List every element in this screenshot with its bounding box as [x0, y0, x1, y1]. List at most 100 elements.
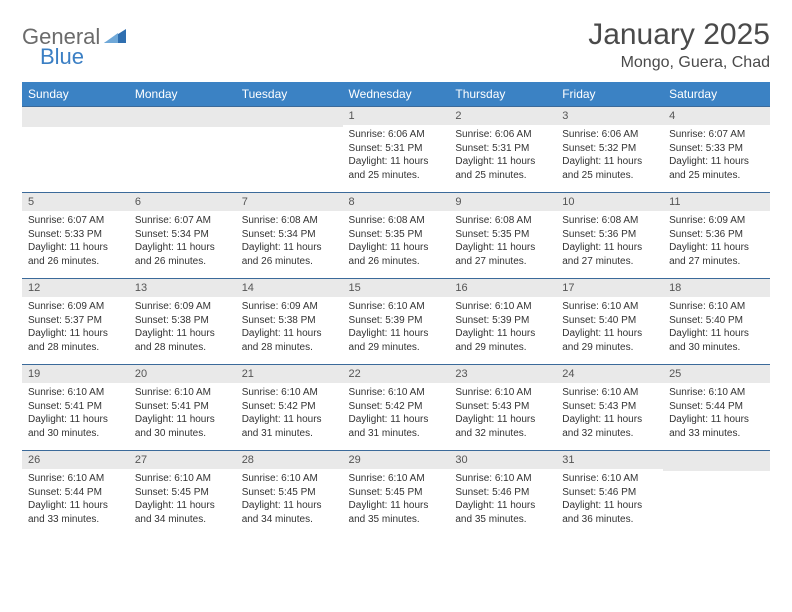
- daylight-text: Daylight: 11 hours: [349, 413, 444, 427]
- sunset-text: Sunset: 5:44 PM: [28, 486, 123, 500]
- day-content: Sunrise: 6:07 AMSunset: 5:34 PMDaylight:…: [129, 211, 236, 272]
- sunset-text: Sunset: 5:38 PM: [135, 314, 230, 328]
- calendar-day-cell: 6Sunrise: 6:07 AMSunset: 5:34 PMDaylight…: [129, 193, 236, 279]
- daylight-text: Daylight: 11 hours: [455, 155, 550, 169]
- sunset-text: Sunset: 5:34 PM: [242, 228, 337, 242]
- header: General January 2025 Mongo, Guera, Chad: [22, 18, 770, 72]
- daylight-text: and 28 minutes.: [28, 341, 123, 355]
- day-number: 9: [449, 193, 556, 211]
- sunset-text: Sunset: 5:37 PM: [28, 314, 123, 328]
- calendar-day-cell: 12Sunrise: 6:09 AMSunset: 5:37 PMDayligh…: [22, 279, 129, 365]
- sunrise-text: Sunrise: 6:07 AM: [135, 214, 230, 228]
- sunset-text: Sunset: 5:34 PM: [135, 228, 230, 242]
- sunrise-text: Sunrise: 6:09 AM: [242, 300, 337, 314]
- daylight-text: and 27 minutes.: [455, 255, 550, 269]
- sunset-text: Sunset: 5:35 PM: [349, 228, 444, 242]
- daylight-text: Daylight: 11 hours: [242, 413, 337, 427]
- calendar-day-cell: 3Sunrise: 6:06 AMSunset: 5:32 PMDaylight…: [556, 107, 663, 193]
- daylight-text: Daylight: 11 hours: [669, 413, 764, 427]
- day-content: Sunrise: 6:10 AMSunset: 5:43 PMDaylight:…: [449, 383, 556, 444]
- daylight-text: and 25 minutes.: [455, 169, 550, 183]
- day-content: Sunrise: 6:08 AMSunset: 5:35 PMDaylight:…: [343, 211, 450, 272]
- day-header: Wednesday: [343, 82, 450, 107]
- daylight-text: Daylight: 11 hours: [562, 413, 657, 427]
- sunset-text: Sunset: 5:45 PM: [242, 486, 337, 500]
- daylight-text: and 25 minutes.: [349, 169, 444, 183]
- daylight-text: and 35 minutes.: [455, 513, 550, 527]
- sunrise-text: Sunrise: 6:10 AM: [669, 300, 764, 314]
- sunset-text: Sunset: 5:46 PM: [455, 486, 550, 500]
- calendar-day-cell: 14Sunrise: 6:09 AMSunset: 5:38 PMDayligh…: [236, 279, 343, 365]
- day-number: 16: [449, 279, 556, 297]
- sunrise-text: Sunrise: 6:10 AM: [28, 386, 123, 400]
- calendar-day-cell: 17Sunrise: 6:10 AMSunset: 5:40 PMDayligh…: [556, 279, 663, 365]
- day-content: Sunrise: 6:10 AMSunset: 5:46 PMDaylight:…: [556, 469, 663, 530]
- day-content: Sunrise: 6:10 AMSunset: 5:44 PMDaylight:…: [663, 383, 770, 444]
- daylight-text: and 33 minutes.: [28, 513, 123, 527]
- daylight-text: Daylight: 11 hours: [562, 327, 657, 341]
- sunrise-text: Sunrise: 6:10 AM: [455, 386, 550, 400]
- daylight-text: Daylight: 11 hours: [562, 155, 657, 169]
- day-content: Sunrise: 6:08 AMSunset: 5:34 PMDaylight:…: [236, 211, 343, 272]
- day-number: 30: [449, 451, 556, 469]
- day-header: Tuesday: [236, 82, 343, 107]
- day-number-empty: [236, 107, 343, 127]
- sunset-text: Sunset: 5:41 PM: [135, 400, 230, 414]
- day-header: Sunday: [22, 82, 129, 107]
- sunrise-text: Sunrise: 6:08 AM: [455, 214, 550, 228]
- day-number: 18: [663, 279, 770, 297]
- brand-text-2: Blue: [40, 44, 84, 69]
- day-content: Sunrise: 6:09 AMSunset: 5:38 PMDaylight:…: [129, 297, 236, 358]
- calendar-day-cell: 25Sunrise: 6:10 AMSunset: 5:44 PMDayligh…: [663, 365, 770, 451]
- sunset-text: Sunset: 5:39 PM: [455, 314, 550, 328]
- sunset-text: Sunset: 5:35 PM: [455, 228, 550, 242]
- sunset-text: Sunset: 5:43 PM: [562, 400, 657, 414]
- title-block: January 2025 Mongo, Guera, Chad: [588, 18, 770, 72]
- calendar-day-cell: 24Sunrise: 6:10 AMSunset: 5:43 PMDayligh…: [556, 365, 663, 451]
- daylight-text: and 26 minutes.: [242, 255, 337, 269]
- calendar-day-cell: 1Sunrise: 6:06 AMSunset: 5:31 PMDaylight…: [343, 107, 450, 193]
- calendar-week-row: 5Sunrise: 6:07 AMSunset: 5:33 PMDaylight…: [22, 193, 770, 279]
- day-content: Sunrise: 6:10 AMSunset: 5:43 PMDaylight:…: [556, 383, 663, 444]
- sunrise-text: Sunrise: 6:08 AM: [562, 214, 657, 228]
- daylight-text: and 30 minutes.: [28, 427, 123, 441]
- sunrise-text: Sunrise: 6:09 AM: [135, 300, 230, 314]
- sunset-text: Sunset: 5:36 PM: [669, 228, 764, 242]
- calendar-table: SundayMondayTuesdayWednesdayThursdayFrid…: [22, 82, 770, 537]
- daylight-text: and 30 minutes.: [669, 341, 764, 355]
- day-number: 10: [556, 193, 663, 211]
- sunrise-text: Sunrise: 6:10 AM: [349, 386, 444, 400]
- day-content: Sunrise: 6:06 AMSunset: 5:31 PMDaylight:…: [449, 125, 556, 186]
- daylight-text: and 35 minutes.: [349, 513, 444, 527]
- sunset-text: Sunset: 5:45 PM: [135, 486, 230, 500]
- day-number: 7: [236, 193, 343, 211]
- day-number: 8: [343, 193, 450, 211]
- day-number: 28: [236, 451, 343, 469]
- day-header: Friday: [556, 82, 663, 107]
- sunrise-text: Sunrise: 6:10 AM: [562, 300, 657, 314]
- day-number: 3: [556, 107, 663, 125]
- sunrise-text: Sunrise: 6:06 AM: [349, 128, 444, 142]
- daylight-text: and 33 minutes.: [669, 427, 764, 441]
- daylight-text: Daylight: 11 hours: [135, 413, 230, 427]
- day-number: 25: [663, 365, 770, 383]
- sunset-text: Sunset: 5:45 PM: [349, 486, 444, 500]
- day-content: Sunrise: 6:06 AMSunset: 5:31 PMDaylight:…: [343, 125, 450, 186]
- calendar-day-cell: 23Sunrise: 6:10 AMSunset: 5:43 PMDayligh…: [449, 365, 556, 451]
- calendar-day-cell: 13Sunrise: 6:09 AMSunset: 5:38 PMDayligh…: [129, 279, 236, 365]
- daylight-text: Daylight: 11 hours: [455, 327, 550, 341]
- calendar-day-cell: 7Sunrise: 6:08 AMSunset: 5:34 PMDaylight…: [236, 193, 343, 279]
- daylight-text: and 27 minutes.: [562, 255, 657, 269]
- day-content: Sunrise: 6:10 AMSunset: 5:39 PMDaylight:…: [343, 297, 450, 358]
- calendar-day-cell: 15Sunrise: 6:10 AMSunset: 5:39 PMDayligh…: [343, 279, 450, 365]
- day-number: 11: [663, 193, 770, 211]
- day-content: Sunrise: 6:09 AMSunset: 5:37 PMDaylight:…: [22, 297, 129, 358]
- calendar-week-row: 12Sunrise: 6:09 AMSunset: 5:37 PMDayligh…: [22, 279, 770, 365]
- sunrise-text: Sunrise: 6:08 AM: [242, 214, 337, 228]
- daylight-text: Daylight: 11 hours: [28, 499, 123, 513]
- calendar-day-cell: 8Sunrise: 6:08 AMSunset: 5:35 PMDaylight…: [343, 193, 450, 279]
- day-content: Sunrise: 6:10 AMSunset: 5:44 PMDaylight:…: [22, 469, 129, 530]
- sunset-text: Sunset: 5:32 PM: [562, 142, 657, 156]
- day-content: Sunrise: 6:10 AMSunset: 5:42 PMDaylight:…: [343, 383, 450, 444]
- calendar-day-cell: 2Sunrise: 6:06 AMSunset: 5:31 PMDaylight…: [449, 107, 556, 193]
